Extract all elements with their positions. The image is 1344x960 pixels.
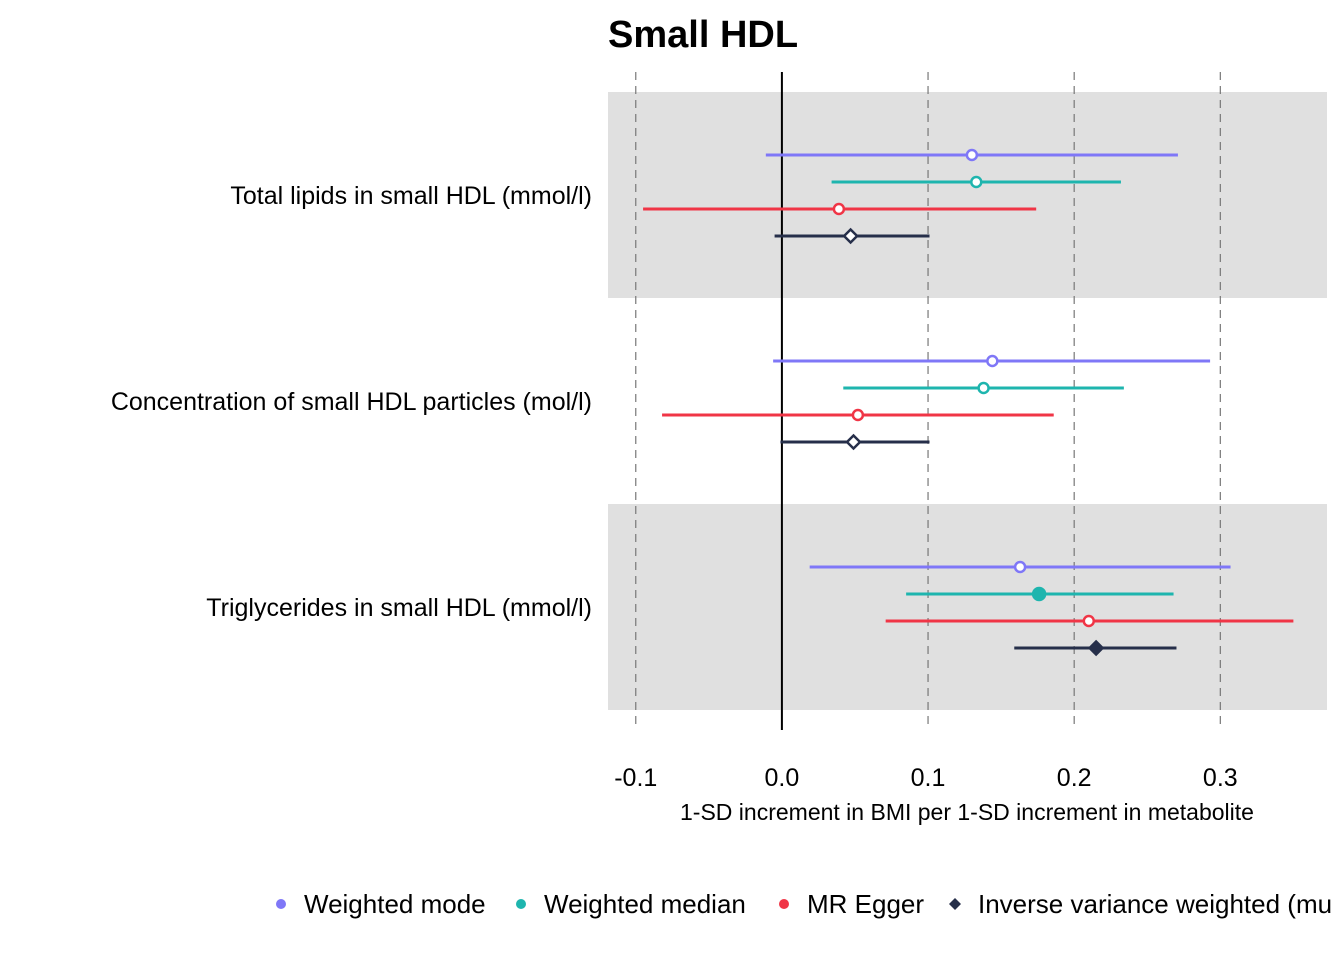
legend-key: [779, 899, 789, 909]
x-tick-label: 0.2: [1057, 764, 1092, 792]
x-tick-label: 0.3: [1203, 764, 1238, 792]
legend-key: [949, 898, 961, 910]
series-marks: [643, 148, 1294, 657]
estimate-point: [842, 227, 859, 245]
x-axis-tick-labels: -0.1 0.0 0.1 0.2 0.3: [614, 764, 1237, 792]
estimate-point: [977, 381, 990, 395]
legend-key: [276, 899, 286, 909]
x-axis-label: 1-SD increment in BMI per 1-SD increment…: [680, 799, 1254, 825]
estimate-point: [1031, 586, 1047, 602]
estimate-point: [986, 354, 999, 368]
row-bands: [608, 92, 1327, 710]
legend-label: Inverse variance weighted (mu: [978, 889, 1332, 919]
y-axis-labels: Total lipids in small HDL (mmol/l) Concen…: [111, 182, 592, 622]
estimate-point: [1087, 639, 1105, 657]
estimate-point: [832, 202, 846, 216]
y-axis-label: Triglycerides in small HDL (mmol/l): [206, 594, 592, 622]
row-band: [608, 92, 1327, 298]
row-band: [608, 504, 1327, 710]
estimate-point: [1013, 560, 1027, 574]
legend-label: Weighted mode: [304, 889, 486, 919]
estimate-point: [851, 408, 865, 422]
y-axis-label: Concentration of small HDL particles (mo…: [111, 388, 592, 416]
legend-label: Weighted median: [544, 889, 746, 919]
legend-label: MR Egger: [807, 889, 924, 919]
x-tick-label: 0.0: [765, 764, 800, 792]
estimate-point: [845, 433, 862, 451]
y-axis-label: Total lipids in small HDL (mmol/l): [230, 182, 592, 210]
estimate-point: [970, 175, 983, 189]
chart-title: Small HDL: [608, 14, 798, 56]
estimate-point: [1082, 614, 1096, 628]
legend-key: [516, 899, 526, 909]
legend: Weighted mode Weighted median MR Egger Inve…: [276, 889, 1332, 919]
x-tick-label: 0.1: [911, 764, 946, 792]
x-tick-label: -0.1: [614, 764, 657, 792]
estimate-point: [965, 148, 979, 162]
